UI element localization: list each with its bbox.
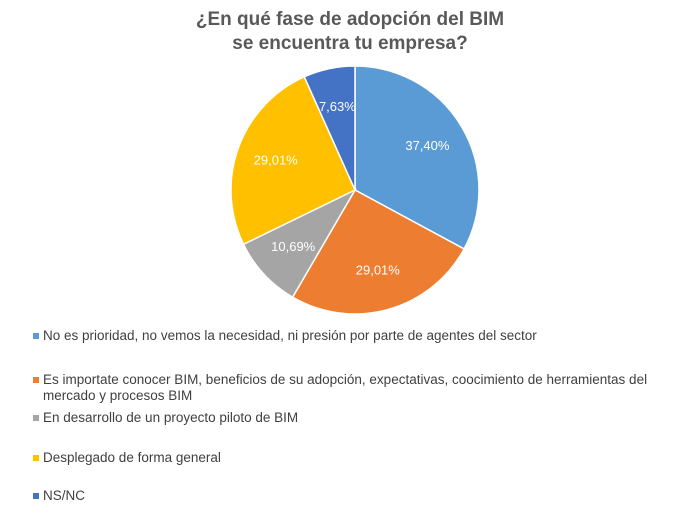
pie-slice-es-importante — [291, 188, 466, 315]
pie-slice-no-prioridad — [354, 65, 480, 250]
data-label-no-prioridad: 37,40% — [405, 138, 450, 153]
chart-title-line-2: se encuentra tu empresa? — [232, 33, 468, 54]
pie-slice-ns-nc — [303, 65, 356, 191]
legend-label: No es prioridad, no vemos la necesidad, … — [43, 328, 537, 343]
legend-item-es-importante: Es importate conocer BIM, beneficios de … — [33, 372, 693, 404]
legend-swatch — [33, 493, 39, 499]
pie-slice-desplegado — [230, 75, 356, 246]
legend-label: Es importate conocer BIM, beneficios de … — [43, 372, 648, 403]
legend-swatch — [33, 415, 39, 421]
legend-item-proyecto-piloto: En desarrollo de un proyecto piloto de B… — [33, 410, 693, 426]
data-label-es-importante: 29,01% — [356, 263, 401, 278]
legend-label: Desplegado de forma general — [43, 450, 221, 465]
legend-item-ns-nc: NS/NC — [33, 488, 693, 504]
legend-label: En desarrollo de un proyecto piloto de B… — [43, 410, 299, 425]
data-label-ns-nc: 7,63% — [319, 99, 356, 114]
data-label-proyecto-piloto: 10,69% — [271, 239, 316, 254]
legend-item-desplegado: Desplegado de forma general — [33, 450, 693, 466]
legend-item-no-prioridad: No es prioridad, no vemos la necesidad, … — [33, 328, 693, 344]
chart-title: ¿En qué fase de adopción del BIM se encu… — [0, 8, 700, 56]
legend-label: NS/NC — [43, 488, 86, 503]
legend-swatch — [33, 455, 39, 461]
legend-swatch — [33, 333, 39, 339]
chart-title-line-1: ¿En qué fase de adopción del BIM — [195, 9, 505, 30]
pie-chart: 37,40% 29,01% 10,69% 29,01% 7,63% — [230, 65, 480, 315]
legend-swatch — [33, 377, 39, 383]
data-label-desplegado: 29,01% — [254, 153, 299, 168]
